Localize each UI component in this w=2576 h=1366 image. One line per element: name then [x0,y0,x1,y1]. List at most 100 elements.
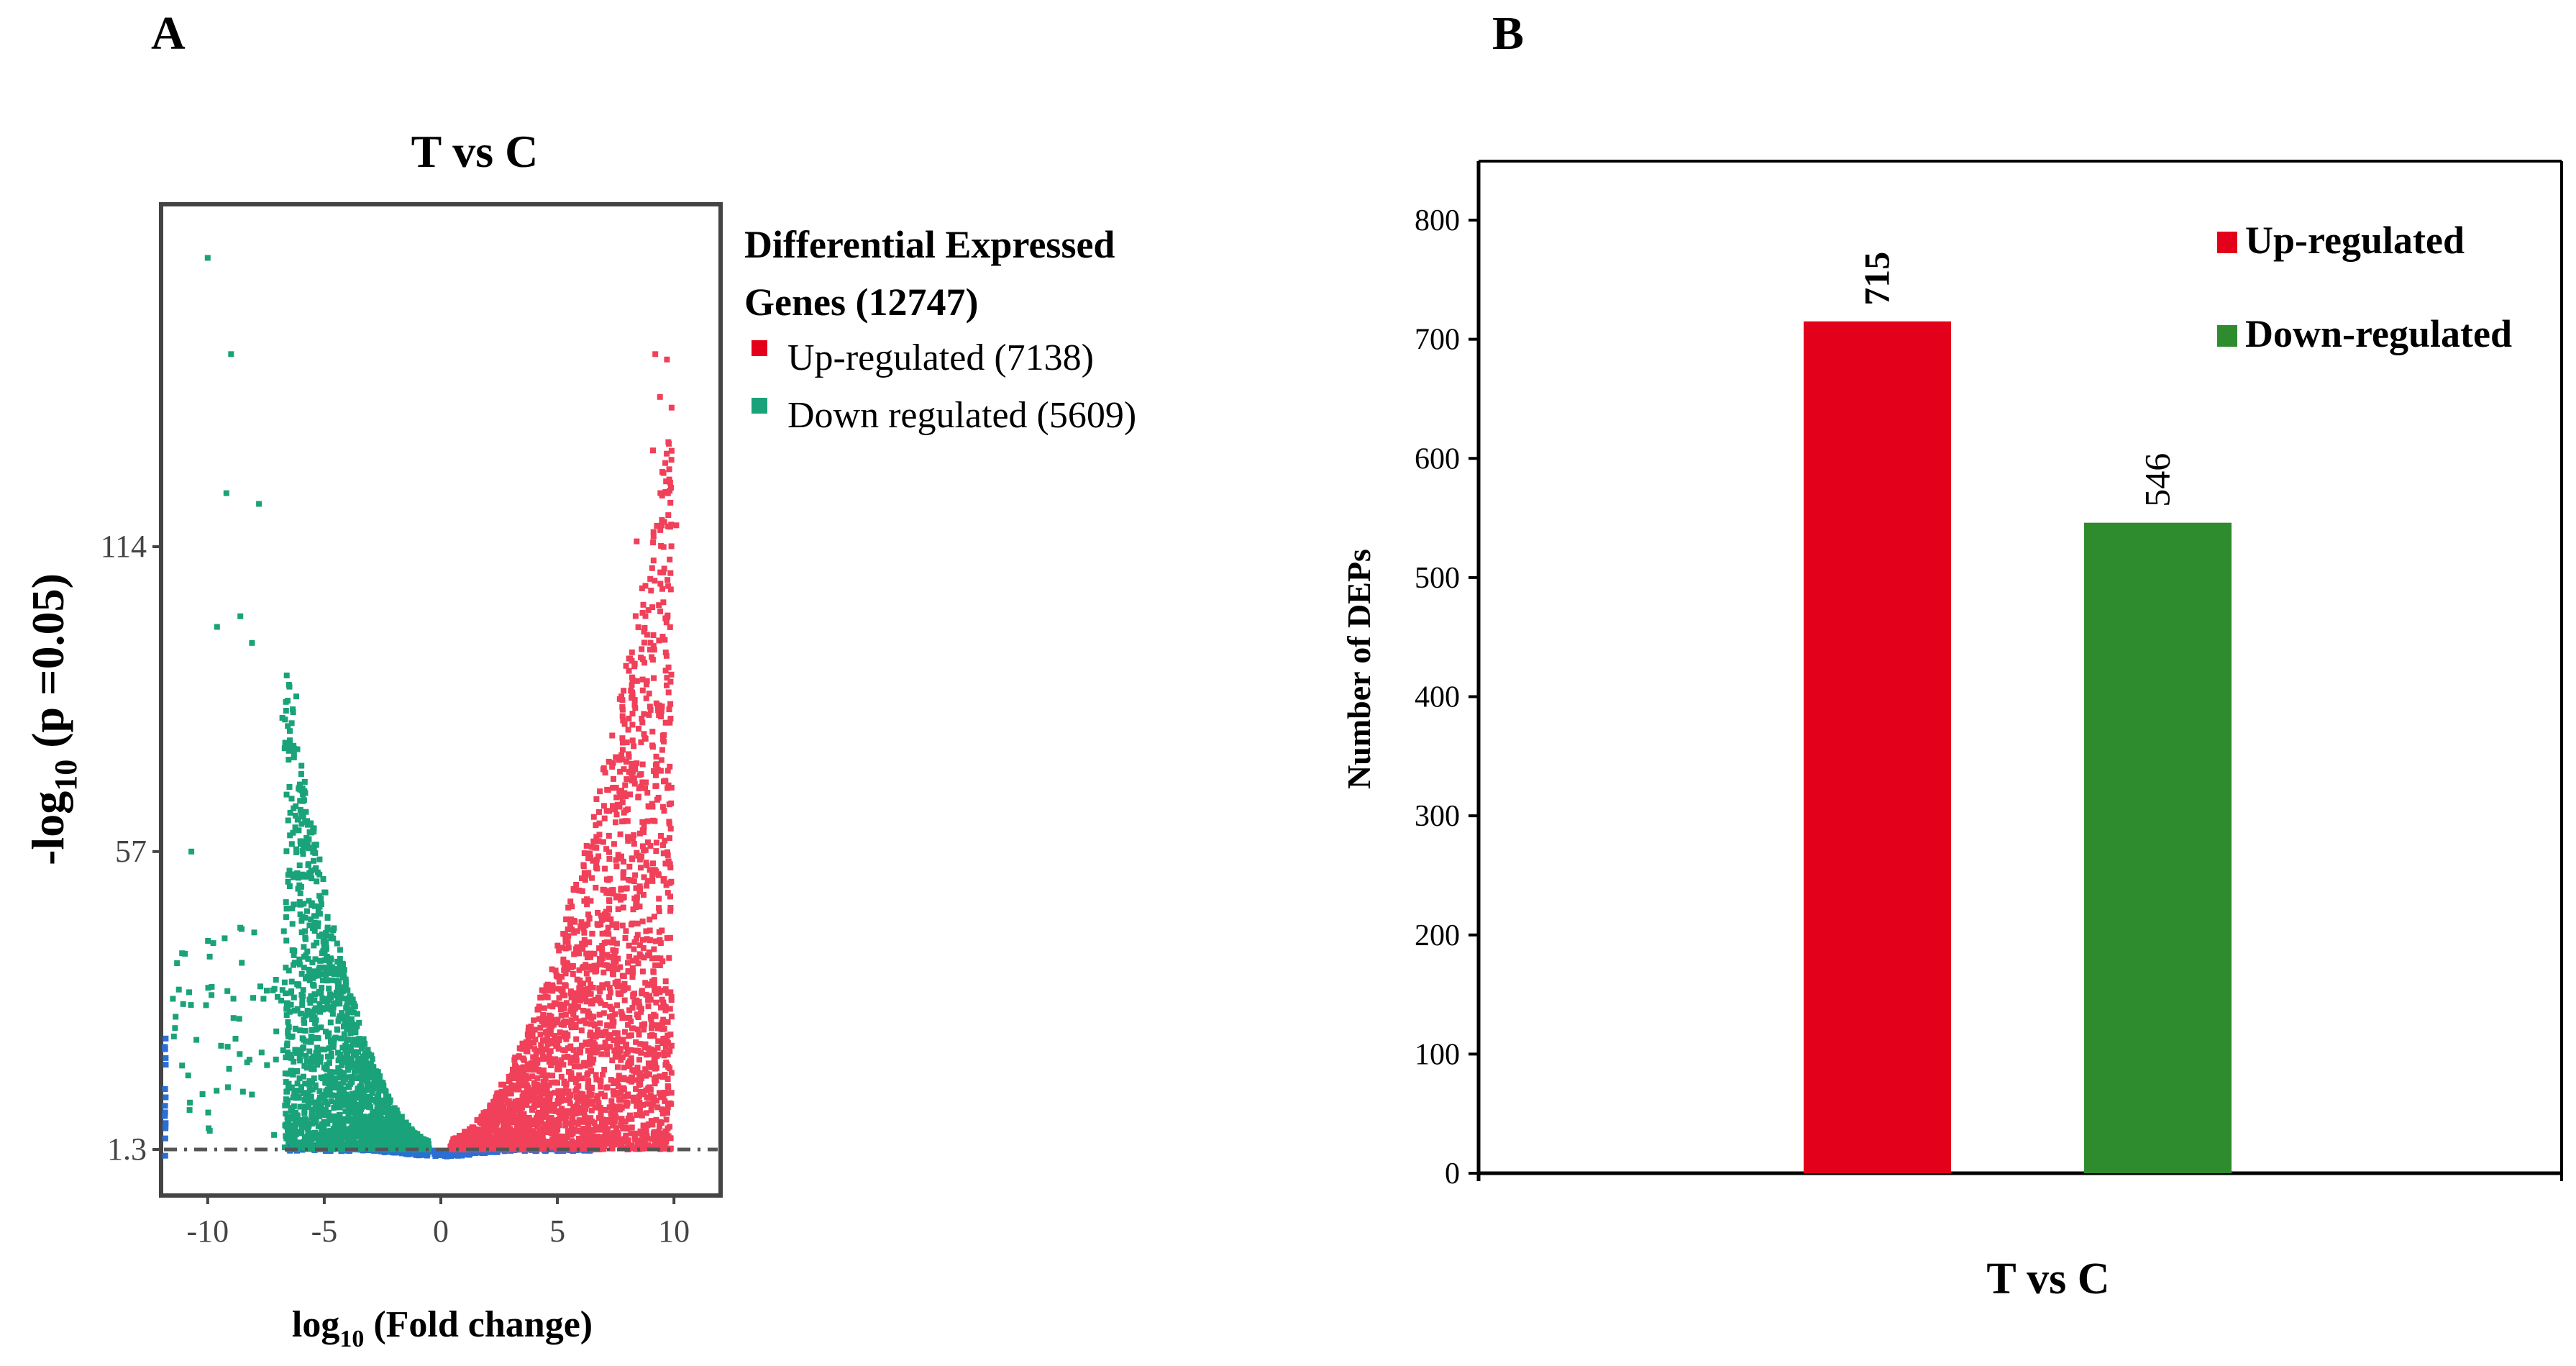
down-regulated-point [321,1108,327,1114]
up-regulated-point [652,578,658,584]
up-regulated-point [619,735,626,742]
up-regulated-point [623,1099,629,1106]
up-regulated-point [629,695,635,701]
down-regulated-point [298,929,305,936]
down-regulated-point [221,935,228,942]
up-regulated-point [508,1085,515,1091]
down-regulated-point [366,1125,373,1131]
up-regulated-point [581,870,588,876]
up-regulated-point [656,929,662,935]
up-regulated-point [584,955,590,960]
down-regulated-point [424,1142,431,1147]
up-regulated-point [652,1062,659,1069]
down-regulated-point [286,682,292,688]
up-regulated-point [488,1123,495,1129]
down-regulated-point [326,1030,332,1037]
down-regulated-point [378,1099,384,1106]
down-regulated-point [316,1113,322,1119]
up-regulated-point [625,967,631,974]
down-regulated-point [186,989,192,996]
down-regulated-point [288,1084,295,1090]
down-regulated-point [350,1009,357,1016]
down-regulated-point [291,960,298,966]
up-regulated-point [580,964,587,970]
bar-up-regulated [1804,321,1951,1173]
up-regulated-point [659,522,665,529]
down-regulated-point [311,857,316,864]
up-regulated-point [646,1095,652,1101]
down-regulated-point [303,1119,309,1126]
down-regulated-point [306,1134,313,1141]
up-regulated-point [661,519,667,525]
up-regulated-point [613,785,619,791]
up-regulated-point [640,937,646,943]
up-regulated-point [551,1057,557,1064]
down-regulated-point [315,920,321,926]
down-regulated-point [352,1029,359,1036]
down-regulated-point [350,1050,357,1057]
up-regulated-point [631,660,638,667]
up-regulated-point [611,1080,617,1086]
down-regulated-point [335,966,342,973]
up-regulated-point [597,1020,603,1026]
up-regulated-point [632,1077,639,1083]
down-regulated-point [325,1129,331,1135]
down-regulated-point [309,1066,315,1072]
up-regulated-point [580,1126,586,1132]
up-regulated-point [667,835,672,842]
down-regulated-point [334,1101,340,1107]
down-regulated-point [377,1127,383,1134]
up-regulated-point [573,881,580,888]
up-regulated-point [649,817,656,824]
down-regulated-point [283,1133,289,1139]
up-regulated-point [661,1052,667,1059]
up-regulated-point [667,499,674,506]
down-regulated-point [290,874,296,880]
down-regulated-point [360,1119,366,1124]
up-regulated-point [584,1072,590,1078]
down-regulated-point [282,739,288,746]
up-regulated-point [572,1021,579,1028]
up-regulated-point [551,1000,557,1006]
up-regulated-point [657,393,663,400]
down-regulated-point [382,1088,388,1094]
volcano-x-tick-label: -5 [311,1214,338,1249]
up-regulated-point [665,990,671,996]
up-regulated-point [631,878,637,885]
nonsignificant-point [163,1123,169,1129]
down-regulated-point [297,781,303,788]
down-regulated-point [346,1142,352,1149]
up-regulated-point [659,468,665,475]
down-regulated-point [358,1042,365,1048]
legend-swatch-down [752,398,767,414]
down-regulated-point [360,1087,366,1093]
up-regulated-point [649,1032,655,1038]
down-regulated-point [237,1051,243,1057]
up-regulated-point [639,585,645,591]
up-regulated-point [667,1065,673,1072]
up-regulated-point [650,533,657,539]
up-regulated-point [580,863,587,870]
down-regulated-point [306,1103,311,1110]
up-regulated-point [602,1131,608,1138]
up-regulated-point [593,1076,600,1083]
up-regulated-point [614,1133,621,1139]
up-regulated-point [615,852,621,858]
up-regulated-point [664,849,670,855]
up-regulated-point [543,1047,549,1053]
up-regulated-point [624,818,631,824]
up-regulated-point [585,1078,592,1085]
up-regulated-point [630,993,636,1000]
up-regulated-point [570,1141,577,1147]
up-regulated-point [626,655,632,662]
up-regulated-point [657,1073,663,1080]
up-regulated-point [616,788,623,794]
down-regulated-point [313,1055,319,1061]
up-regulated-point [647,1014,654,1020]
down-regulated-point [306,922,313,929]
up-regulated-point [659,996,665,1003]
down-regulated-point [351,1037,357,1043]
down-regulated-point [342,979,349,985]
up-regulated-point [506,1088,512,1094]
down-regulated-point [372,1073,378,1080]
